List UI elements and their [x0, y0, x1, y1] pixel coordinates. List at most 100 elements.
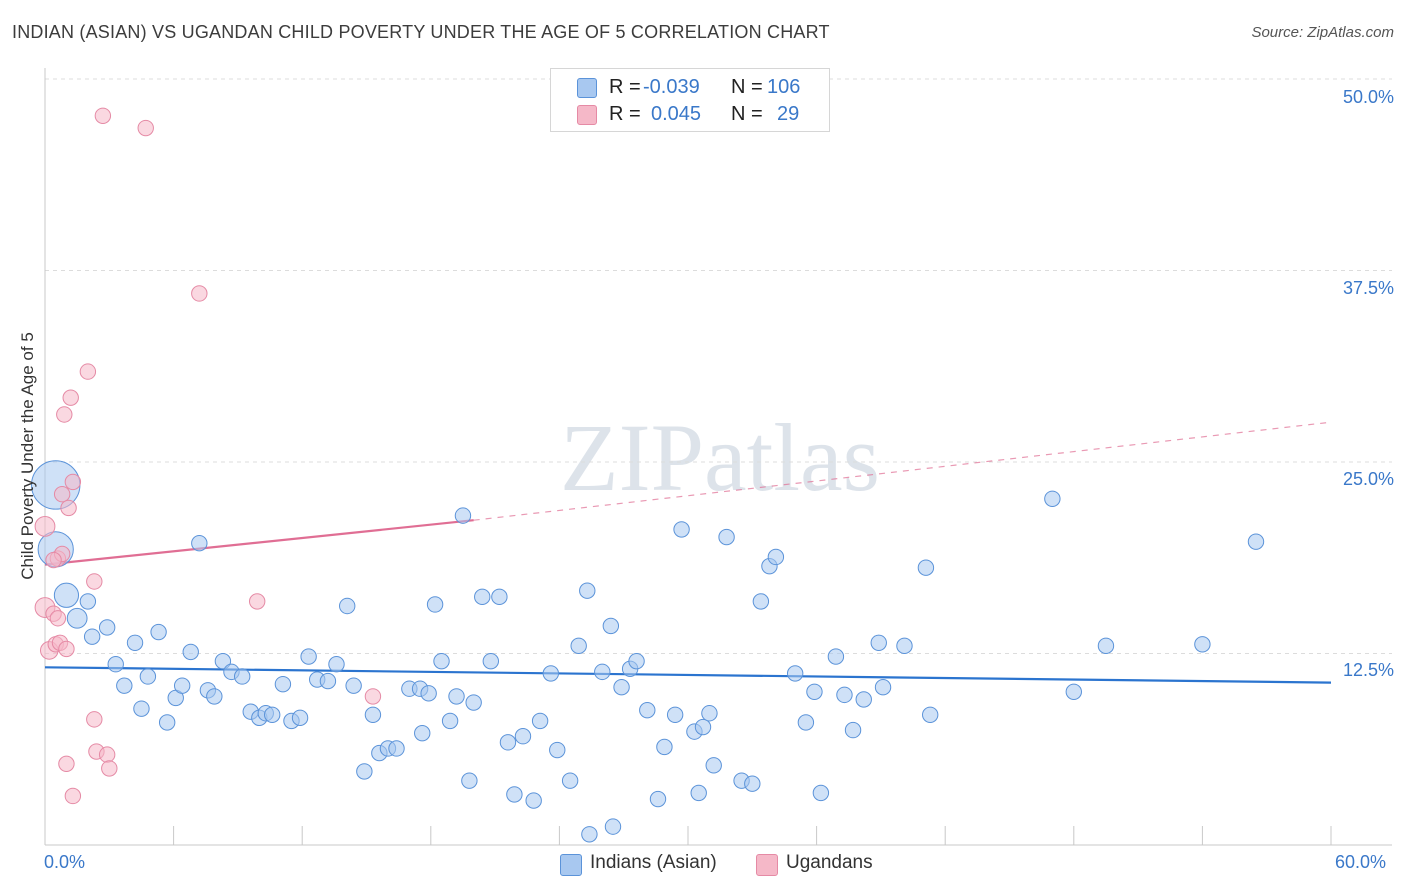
point-indians	[150, 623, 167, 641]
point-ugandans	[58, 755, 75, 773]
point-indians	[356, 763, 373, 780]
point-indians	[126, 634, 144, 651]
point-indians	[182, 643, 199, 661]
point-indians	[917, 559, 935, 576]
watermark: ZIPatlas	[560, 404, 880, 511]
point-ugandans	[86, 573, 103, 590]
point-indians	[107, 656, 124, 673]
point-indians	[581, 826, 598, 843]
r-value: -0.039	[643, 76, 700, 98]
point-indians	[542, 665, 560, 682]
point-indians	[752, 593, 770, 610]
point-ugandans	[94, 107, 112, 124]
point-indians	[116, 677, 133, 694]
y-tick-label: 12.5%	[1342, 660, 1394, 680]
point-indians	[561, 772, 579, 789]
stats-legend: R = -0.039 N = 106 R = 0.045 N = 29	[550, 68, 830, 132]
grid-lines	[45, 78, 1392, 654]
y-tick-label: 37.5%	[1342, 278, 1394, 298]
n-label: N =	[731, 76, 763, 98]
point-indians	[896, 637, 913, 655]
point-indians	[701, 705, 718, 722]
point-indians	[744, 775, 761, 792]
point-indians	[83, 628, 101, 645]
point-indians	[364, 706, 382, 723]
point-ugandans	[191, 285, 208, 302]
point-indians	[158, 714, 176, 731]
point-ugandans	[98, 746, 116, 763]
r-label: R =	[609, 103, 641, 125]
point-indians	[206, 688, 223, 705]
point-indians	[767, 548, 785, 566]
point-indians	[705, 757, 722, 774]
point-indians	[549, 741, 566, 759]
point-indians	[514, 728, 532, 745]
point-indians	[666, 706, 684, 723]
point-ugandans	[64, 473, 82, 491]
point-indians	[797, 714, 815, 731]
data-points	[31, 107, 1265, 843]
point-indians	[1097, 637, 1115, 655]
ugandans-swatch	[577, 105, 597, 125]
x-tick-label-min: 0.0%	[44, 852, 86, 872]
point-ugandans	[137, 119, 154, 137]
point-indians	[506, 786, 523, 803]
y-axis-label: Child Poverty Under the Age of 5	[18, 332, 37, 580]
point-indians	[1247, 533, 1265, 550]
y-tick-label: 50.0%	[1342, 87, 1394, 107]
point-indians	[1194, 636, 1211, 653]
point-indians	[482, 652, 500, 670]
stats-row-ugandans: R = 0.045 N = 29	[551, 101, 829, 127]
point-indians	[673, 521, 690, 538]
indians-legend-swatch	[560, 854, 582, 876]
point-indians	[441, 712, 459, 730]
n-label: N =	[731, 103, 763, 125]
point-indians	[579, 582, 596, 599]
point-indians	[525, 792, 542, 809]
point-ugandans	[58, 640, 75, 658]
point-indians	[53, 582, 80, 608]
point-ugandans	[62, 389, 79, 406]
indians-swatch	[577, 78, 597, 98]
point-indians	[173, 677, 191, 694]
axes	[44, 68, 1392, 846]
point-indians	[836, 686, 853, 704]
trend-line-ugandans	[44, 519, 474, 566]
point-indians	[694, 718, 712, 736]
point-indians	[454, 507, 472, 524]
point-indians	[66, 607, 88, 629]
point-indians	[274, 675, 292, 693]
point-indians	[388, 740, 405, 757]
point-ugandans	[248, 593, 266, 610]
n-value: 29	[777, 103, 800, 125]
point-indians	[339, 597, 356, 615]
point-indians	[1065, 683, 1083, 700]
point-indians	[827, 648, 845, 665]
point-indians	[639, 701, 656, 719]
point-indians	[874, 679, 892, 696]
point-indians	[263, 706, 281, 723]
point-indians	[604, 818, 622, 835]
point-indians	[465, 694, 482, 711]
y-tick-label: 25.0%	[1342, 469, 1394, 489]
point-ugandans	[64, 787, 82, 805]
point-indians	[414, 724, 431, 742]
ugandans-legend-swatch	[756, 854, 778, 876]
point-indians	[690, 784, 707, 802]
point-indians	[499, 734, 517, 751]
point-indians	[214, 652, 232, 670]
point-indians	[328, 656, 345, 673]
point-indians	[300, 648, 317, 665]
point-indians	[613, 679, 630, 696]
point-indians	[474, 588, 491, 606]
point-indians	[345, 677, 362, 694]
point-indians	[870, 634, 887, 651]
trend-line-indians	[44, 666, 1332, 684]
x-tick-label-max: 60.0%	[1335, 852, 1387, 872]
point-indians	[628, 652, 645, 670]
point-indians	[420, 685, 437, 702]
point-indians	[98, 619, 116, 636]
point-indians	[433, 652, 450, 670]
point-ugandans	[34, 515, 56, 537]
